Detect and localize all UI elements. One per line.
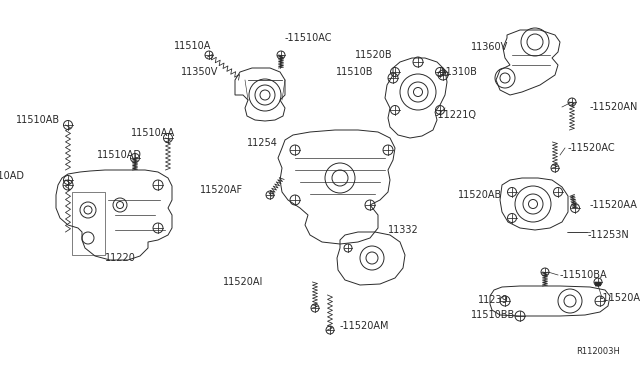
Text: 11520AI: 11520AI xyxy=(223,277,263,287)
Text: -11520AA: -11520AA xyxy=(590,200,638,210)
Text: -11310B: -11310B xyxy=(437,67,478,77)
Text: -11253N: -11253N xyxy=(588,230,630,240)
Text: 11220: 11220 xyxy=(104,253,136,263)
Text: R112003H: R112003H xyxy=(576,347,620,356)
Text: 11239: 11239 xyxy=(478,295,509,305)
Text: 11510A: 11510A xyxy=(174,41,212,51)
Text: 11510B: 11510B xyxy=(335,67,373,77)
Text: 11510AB: 11510AB xyxy=(16,115,60,125)
Text: -11510AC: -11510AC xyxy=(285,33,333,43)
Text: 11510BB: 11510BB xyxy=(471,310,515,320)
Text: -11221Q: -11221Q xyxy=(435,110,477,120)
Text: 11510AA: 11510AA xyxy=(131,128,175,138)
Text: -11520AC: -11520AC xyxy=(568,143,616,153)
Text: 11510AD: 11510AD xyxy=(0,171,25,181)
Text: 11360V: 11360V xyxy=(471,42,508,52)
Text: -11520AM: -11520AM xyxy=(340,321,390,331)
Text: 11254: 11254 xyxy=(247,138,278,148)
Text: 11520AB: 11520AB xyxy=(458,190,502,200)
Text: -11520AN: -11520AN xyxy=(590,102,638,112)
Text: 11520B: 11520B xyxy=(355,50,393,60)
Text: -11520A: -11520A xyxy=(600,293,640,303)
Text: 11350V: 11350V xyxy=(180,67,218,77)
Text: 11332: 11332 xyxy=(388,225,419,235)
Text: -11510BA: -11510BA xyxy=(560,270,607,280)
Text: 11510AD: 11510AD xyxy=(97,150,142,160)
Text: 11520AF: 11520AF xyxy=(200,185,243,195)
